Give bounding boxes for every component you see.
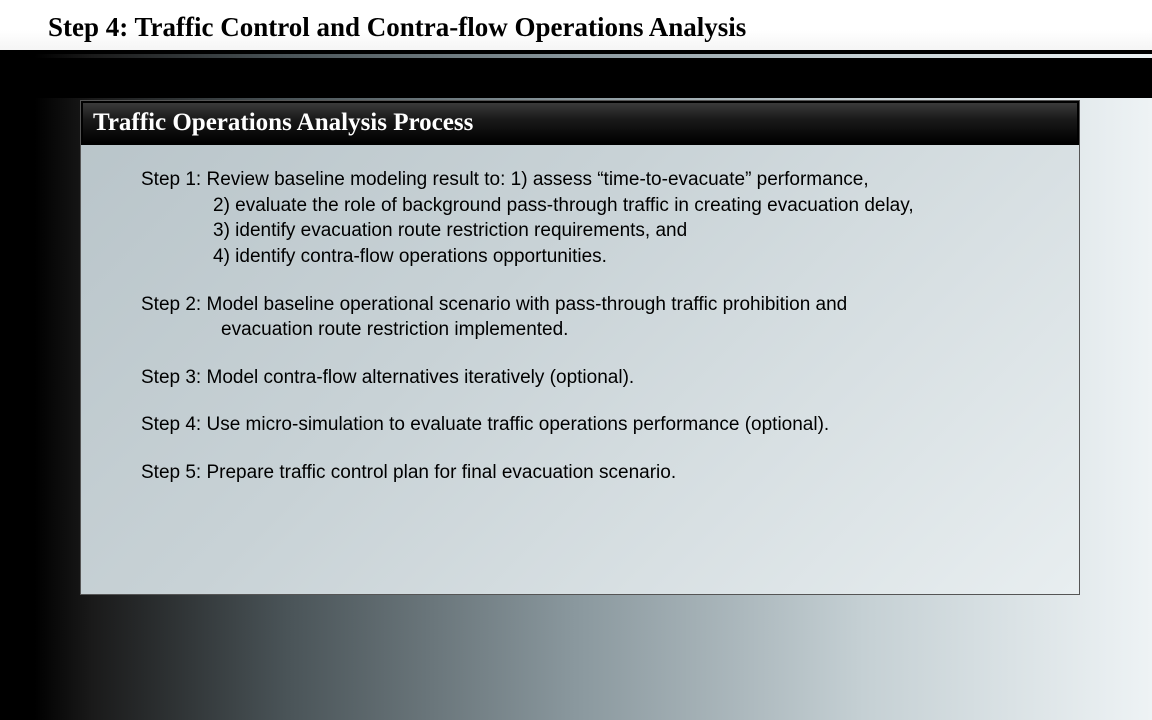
step-4-line-1: Step 4: Use micro-simulation to evaluate…: [141, 412, 1049, 438]
content-panel: Traffic Operations Analysis Process Step…: [80, 100, 1080, 595]
step-4: Step 4: Use micro-simulation to evaluate…: [141, 412, 1049, 438]
step-3: Step 3: Model contra-flow alternatives i…: [141, 365, 1049, 391]
steps-body: Step 1: Review baseline modeling result …: [81, 145, 1079, 528]
step-2-line-1: Step 2: Model baseline operational scena…: [141, 292, 1049, 318]
step-5: Step 5: Prepare traffic control plan for…: [141, 460, 1049, 486]
step-2-line-2: evacuation route restriction implemented…: [141, 317, 1049, 343]
subtitle-bar: Traffic Operations Analysis Process: [81, 101, 1079, 145]
step-5-line-1: Step 5: Prepare traffic control plan for…: [141, 460, 1049, 486]
step-3-line-1: Step 3: Model contra-flow alternatives i…: [141, 365, 1049, 391]
step-2: Step 2: Model baseline operational scena…: [141, 292, 1049, 343]
step-1-line-1: Step 1: Review baseline modeling result …: [141, 167, 1049, 193]
step-1-line-2: 2) evaluate the role of background pass-…: [141, 193, 1049, 219]
slide-title: Step 4: Traffic Control and Contra-flow …: [48, 12, 1152, 43]
step-1: Step 1: Review baseline modeling result …: [141, 167, 1049, 270]
step-1-line-3: 3) identify evacuation route restriction…: [141, 218, 1049, 244]
step-1-line-4: 4) identify contra-flow operations oppor…: [141, 244, 1049, 270]
title-bar: Step 4: Traffic Control and Contra-flow …: [0, 0, 1152, 54]
subtitle-text: Traffic Operations Analysis Process: [93, 109, 1067, 137]
title-divider-strip: [0, 58, 1152, 98]
